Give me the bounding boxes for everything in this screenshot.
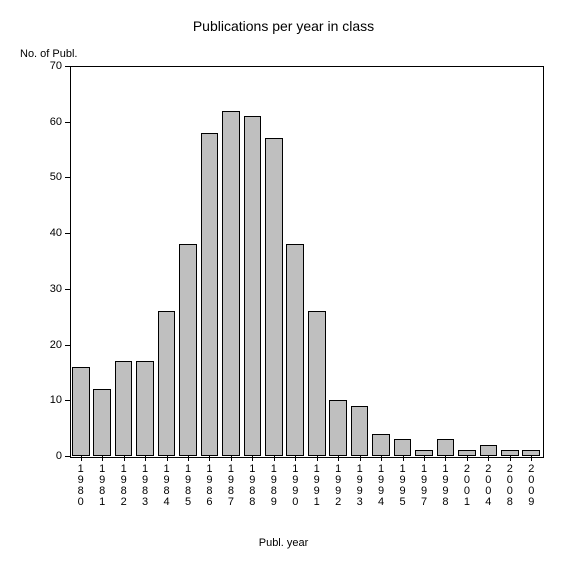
y-tick [65,177,70,178]
chart-title: Publications per year in class [0,18,567,34]
x-tick [317,456,318,461]
x-tick [403,456,404,461]
x-tick [381,456,382,461]
x-tick-label: 1991 [312,464,322,508]
x-tick-label: 1982 [119,464,129,508]
bar [329,400,347,456]
x-tick-label: 1984 [162,464,172,508]
x-tick-label: 1986 [204,464,214,508]
x-tick [360,456,361,461]
y-tick-label: 60 [40,116,62,128]
x-tick-label: 1988 [247,464,257,508]
y-tick-label: 40 [40,227,62,239]
x-tick [488,456,489,461]
x-tick [531,456,532,461]
y-tick-label: 70 [40,60,62,72]
bar [372,434,390,456]
x-tick-label: 1992 [333,464,343,508]
x-tick-label: 1995 [398,464,408,508]
bar [286,244,304,456]
bar [222,111,240,456]
x-tick [81,456,82,461]
bar [244,116,262,456]
y-tick [65,122,70,123]
y-tick [65,66,70,67]
x-tick-label: 2008 [505,464,515,508]
x-tick-label: 2009 [526,464,536,508]
bar [437,439,455,456]
x-tick-label: 1990 [290,464,300,508]
x-tick [274,456,275,461]
x-tick-label: 1997 [419,464,429,508]
x-tick [424,456,425,461]
bar [115,361,133,456]
x-tick-label: 1980 [76,464,86,508]
x-tick [167,456,168,461]
bar [480,445,498,456]
x-tick-label: 1983 [140,464,150,508]
y-tick [65,345,70,346]
x-tick-label: 2001 [462,464,472,508]
bar [72,367,90,456]
x-tick [252,456,253,461]
y-tick-label: 10 [40,394,62,406]
x-tick-label: 1998 [440,464,450,508]
bar [265,138,283,456]
bar [201,133,219,456]
x-tick [467,456,468,461]
x-tick-label: 1981 [97,464,107,508]
x-tick-label: 1989 [269,464,279,508]
x-tick [188,456,189,461]
bar [158,311,176,456]
bar [308,311,326,456]
x-tick [102,456,103,461]
x-tick-label: 1993 [355,464,365,508]
x-tick [295,456,296,461]
bar [136,361,154,456]
x-tick-label: 1987 [226,464,236,508]
y-tick [65,289,70,290]
y-tick [65,233,70,234]
x-tick [124,456,125,461]
x-tick-label: 1985 [183,464,193,508]
x-axis-label: Publ. year [0,537,567,549]
bar [394,439,412,456]
bar [351,406,369,456]
bar [93,389,111,456]
x-tick [145,456,146,461]
x-tick-label: 1994 [376,464,386,508]
y-tick [65,400,70,401]
y-axis-label: No. of Publ. [20,48,77,60]
y-tick-label: 30 [40,283,62,295]
x-tick [338,456,339,461]
bar [179,244,197,456]
x-tick [209,456,210,461]
x-tick-label: 2004 [483,464,493,508]
x-tick [510,456,511,461]
y-tick-label: 0 [40,450,62,462]
y-tick-label: 20 [40,339,62,351]
y-tick-label: 50 [40,171,62,183]
y-tick [65,456,70,457]
x-tick [231,456,232,461]
x-tick [445,456,446,461]
chart-container: Publications per year in class No. of Pu… [0,0,567,567]
